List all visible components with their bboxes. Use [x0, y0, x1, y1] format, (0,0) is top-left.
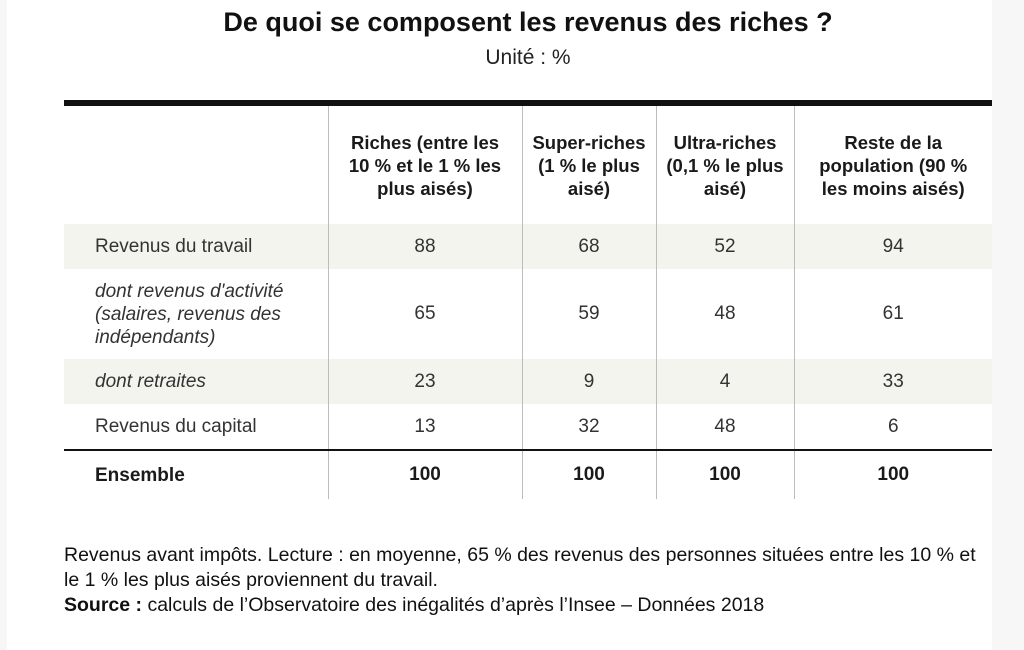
row-label: Revenus du capital	[95, 416, 257, 437]
header-cell-empty	[64, 106, 328, 224]
value-cell: 61	[793, 269, 992, 359]
value-cell: 32	[521, 404, 656, 450]
row-label: dont retraites	[64, 359, 328, 404]
header-row: Riches (entre les 10 % et le 1 % les plu…	[64, 106, 992, 224]
value-cell: 9	[521, 359, 656, 404]
value-cell: 6	[793, 404, 992, 450]
value-cell: 59	[521, 269, 656, 359]
table-row: Revenus du capital 13 32 48 6	[64, 404, 992, 450]
value-cell: 23	[327, 359, 522, 404]
right-margin-strip	[992, 0, 1024, 650]
value-cell: 4	[655, 359, 794, 404]
table-row: dont revenus d'activité (salaires, reven…	[64, 269, 992, 359]
header-cell-super-riches: Super-riches (1 % le plus aisé)	[521, 106, 656, 224]
header-cell-riches: Riches (entre les 10 % et le 1 % les plu…	[327, 106, 522, 224]
row-label: dont revenus d'activité (salaires, reven…	[95, 280, 284, 348]
value-cell: 33	[793, 359, 992, 404]
total-value-cell: 100	[327, 449, 522, 499]
top-rule	[64, 100, 992, 106]
value-cell: 52	[655, 224, 794, 269]
value-cell: 13	[327, 404, 522, 450]
total-label: Ensemble	[64, 449, 328, 499]
value-cell: 65	[327, 269, 522, 359]
table-row: Revenus du travail 88 68 52 94	[64, 224, 992, 269]
value-cell: 94	[793, 224, 992, 269]
chart-title: De quoi se composent les revenus des ric…	[223, 7, 833, 37]
chart-subtitle: Unité : %	[485, 46, 571, 69]
value-cell: 48	[655, 269, 794, 359]
value-cell: 48	[655, 404, 794, 450]
value-cell: 68	[521, 224, 656, 269]
total-value-cell: 100	[793, 449, 992, 499]
source-label: Source :	[64, 594, 143, 616]
value-cell: 88	[327, 224, 522, 269]
row-label: Revenus du travail	[64, 224, 328, 269]
footnote-text: Revenus avant impôts. Lecture : en moyen…	[64, 544, 976, 591]
table-row: dont retraites 23 9 4 33	[64, 359, 992, 404]
total-row: Ensemble 100 100 100 100	[64, 449, 992, 499]
total-value-cell: 100	[655, 449, 794, 499]
data-table: Riches (entre les 10 % et le 1 % les plu…	[64, 106, 992, 499]
header-cell-ultra-riches: Ultra-riches (0,1 % le plus aisé)	[655, 106, 794, 224]
header-cell-reste-population: Reste de la population (90 % les moins a…	[793, 106, 992, 224]
total-value-cell: 100	[521, 449, 656, 499]
left-margin-strip	[0, 0, 7, 650]
source-text: calculs de l’Observatoire des inégalités…	[142, 594, 765, 616]
footnote: Revenus avant impôts. Lecture : en moyen…	[64, 543, 992, 618]
